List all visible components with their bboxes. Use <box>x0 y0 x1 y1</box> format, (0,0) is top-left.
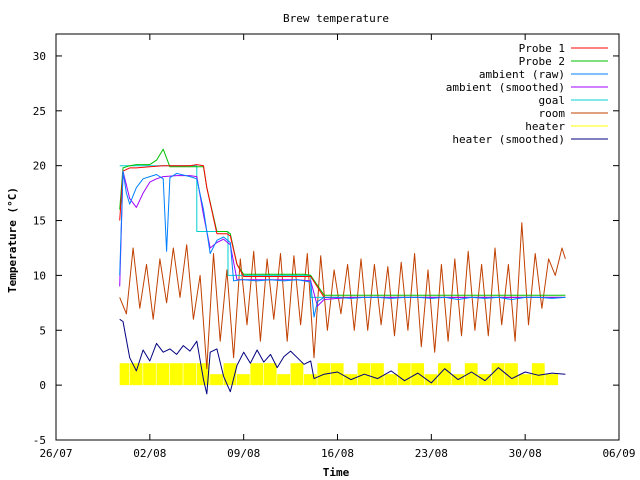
x-tick-label: 16/08 <box>321 447 354 460</box>
legend-label: Probe 1 <box>519 42 565 55</box>
series-line-heater-smoothed <box>119 318 566 395</box>
y-tick-label: 5 <box>39 324 46 337</box>
legend-label: heater (smoothed) <box>452 133 565 146</box>
heater-bar <box>438 363 451 386</box>
heater-bar <box>478 374 492 386</box>
y-tick-label: -5 <box>33 434 46 447</box>
x-tick-label: 06/09 <box>602 447 635 460</box>
heater-bar <box>183 363 197 386</box>
heater-bar <box>411 363 425 386</box>
heater-bar <box>263 363 277 386</box>
heater-bar <box>210 374 223 386</box>
series-probe-2 <box>119 148 566 296</box>
y-tick-label: 20 <box>33 160 46 173</box>
heater-bar <box>290 363 304 386</box>
series-line-goal <box>119 165 566 298</box>
heater-bar <box>531 363 545 386</box>
heater-bar <box>143 363 156 386</box>
x-tick-label: 26/07 <box>39 447 72 460</box>
heater-bar <box>119 363 130 386</box>
series-probe-1 <box>119 164 566 298</box>
y-tick-label: 10 <box>33 269 46 282</box>
y-tick-label: 30 <box>33 50 46 63</box>
series-heater-smoothed <box>119 318 566 395</box>
y-tick-label: 0 <box>39 379 46 392</box>
legend-label: Probe 2 <box>519 55 565 68</box>
series-line-room <box>119 222 566 370</box>
heater-bar <box>156 363 170 386</box>
heater-bar <box>384 374 398 386</box>
x-tick-label: 02/08 <box>133 447 166 460</box>
legend-label: ambient (smoothed) <box>446 81 565 94</box>
heater-bar <box>491 363 505 386</box>
heater-bar <box>518 374 532 386</box>
heater-bar <box>250 363 264 386</box>
heater-bar <box>464 363 478 386</box>
series-room <box>119 222 566 370</box>
legend-label: goal <box>539 94 566 107</box>
x-axis-label: Time <box>323 466 350 479</box>
heater-bar <box>330 363 344 386</box>
legend-label: room <box>539 107 566 120</box>
y-tick-label: 25 <box>33 105 46 118</box>
series-line-probe-1 <box>119 164 566 298</box>
heater-bar <box>371 363 384 386</box>
legend-label: ambient (raw) <box>479 68 565 81</box>
heater-bar <box>236 374 250 386</box>
y-axis-label: Temperature (°C) <box>6 187 19 293</box>
heater-bar <box>424 374 438 386</box>
x-tick-label: 30/08 <box>509 447 542 460</box>
x-tick-label: 23/08 <box>415 447 448 460</box>
heater-bar <box>303 374 317 386</box>
series-line-probe-2 <box>119 148 566 296</box>
series-line-ambient-raw <box>119 170 566 318</box>
heater-bar <box>397 363 411 386</box>
heater-bar <box>505 363 518 386</box>
heater-bar <box>545 374 559 386</box>
y-tick-label: 15 <box>33 215 46 228</box>
series-ambient-raw <box>119 170 566 318</box>
legend-label: heater <box>525 120 565 133</box>
x-tick-label: 09/08 <box>227 447 260 460</box>
heater-bar <box>129 363 143 386</box>
chart-title: Brew temperature <box>283 12 389 25</box>
heater-bar <box>277 374 290 386</box>
series-goal <box>119 165 566 298</box>
heater-bar <box>169 363 183 386</box>
